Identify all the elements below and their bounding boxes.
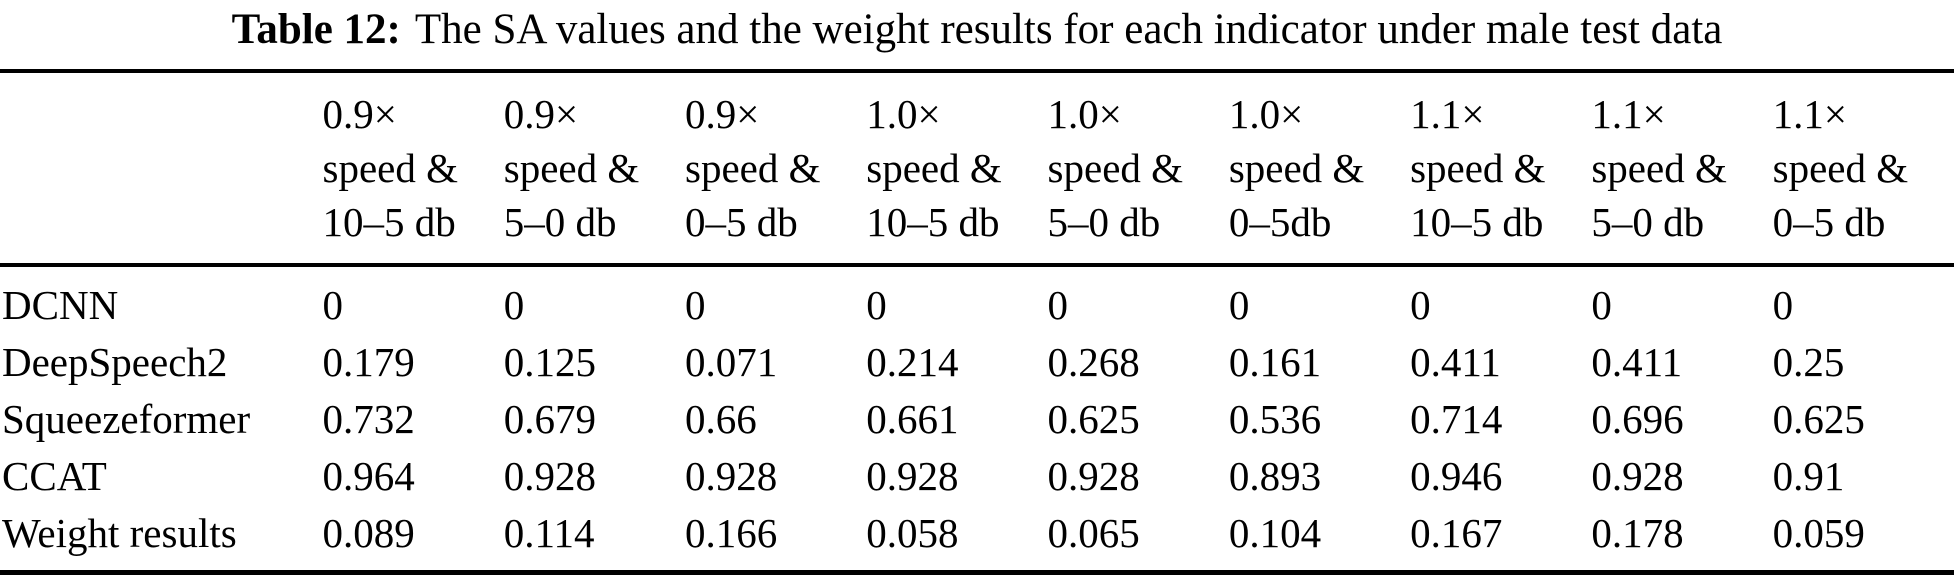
table-cell: 0.893 <box>1228 453 1322 499</box>
table-cell: 0.625 <box>1047 396 1140 442</box>
table-cell: 0.661 <box>866 396 959 442</box>
table-cell: 0.928 <box>866 453 959 499</box>
table-cell: 0.946 <box>1410 453 1503 499</box>
table-cell: 0.696 <box>1591 396 1684 442</box>
column-header: 0.9× speed & 0–5 db <box>685 71 867 267</box>
table-cell: 0.25 <box>1772 339 1845 385</box>
caption-label: Table 12: <box>231 6 401 53</box>
table-cell: 0 <box>866 282 887 328</box>
column-header: 1.0× speed & 0–5db <box>1228 71 1411 267</box>
table-cell: 0.928 <box>685 453 778 499</box>
table-cell: 0.104 <box>1228 510 1322 556</box>
results-table: 0.9× speed & 10–5 db 0.9× speed & 5–0 db… <box>0 69 1954 575</box>
table-cell: 0.179 <box>322 339 415 385</box>
column-header: 1.1× speed & 0–5 db <box>1772 71 1954 267</box>
table-cell: 0.411 <box>1591 339 1683 385</box>
table-row: Weight results 0.089 0.114 0.166 0.058 0… <box>0 505 1954 573</box>
table-cell: 0 <box>1410 282 1431 328</box>
header-row: 0.9× speed & 10–5 db 0.9× speed & 5–0 db… <box>0 71 1954 267</box>
table-cell: 0.065 <box>1047 510 1140 556</box>
table-cell: 0.059 <box>1772 510 1865 556</box>
table-caption: Table 12: The SA values and the weight re… <box>0 4 1954 56</box>
table-cell: 0.91 <box>1772 453 1845 499</box>
table-cell: 0.268 <box>1047 339 1140 385</box>
table-cell: 0.411 <box>1410 339 1501 385</box>
table-cell: 0.166 <box>685 510 778 556</box>
column-header: 0.9× speed & 10–5 db <box>322 71 504 267</box>
table-cell: 0.928 <box>1591 453 1684 499</box>
table-row: Squeezeformer 0.732 0.679 0.66 0.661 0.6… <box>0 391 1954 448</box>
table-cell: 0 <box>322 282 343 328</box>
table-cell: 0.536 <box>1228 396 1322 442</box>
table-cell: 0.125 <box>503 339 596 385</box>
table-cell: 0.625 <box>1772 396 1865 442</box>
table-cell: 0 <box>685 282 706 328</box>
table-cell: 0 <box>1228 282 1250 328</box>
column-header: 1.0× speed & 10–5 db <box>866 71 1048 267</box>
column-header: 1.1× speed & 10–5 db <box>1410 71 1592 267</box>
table-cell: 0.167 <box>1410 510 1503 556</box>
table-cell: 0 <box>503 282 525 328</box>
row-label: DeepSpeech2 <box>2 339 228 385</box>
table-cell: 0.071 <box>685 339 778 385</box>
column-header: 0.9× speed & 5–0 db <box>503 71 686 267</box>
table-cell: 0.714 <box>1410 396 1503 442</box>
row-label: DCNN <box>2 282 119 328</box>
table-row: DCNN 0 0 0 0 0 0 0 0 0 <box>0 265 1954 334</box>
caption-text: The SA values and the weight results for… <box>414 6 1723 53</box>
table-cell: 0.058 <box>866 510 959 556</box>
row-label: CCAT <box>2 453 107 499</box>
table-cell: 0.679 <box>503 396 596 442</box>
table-cell: 0.732 <box>322 396 415 442</box>
table-cell: 0.928 <box>503 453 596 499</box>
column-header: 1.0× speed & 5–0 db <box>1047 71 1229 267</box>
table-row: CCAT 0.964 0.928 0.928 0.928 0.928 0.893… <box>0 448 1954 505</box>
corner-cell <box>0 71 323 267</box>
table-cell: 0.161 <box>1228 339 1322 385</box>
table-cell: 0 <box>1591 282 1612 328</box>
table-cell: 0.928 <box>1047 453 1140 499</box>
table-cell: 0.114 <box>503 510 595 556</box>
paper-table-figure: Table 12: The SA values and the weight re… <box>0 4 1954 583</box>
table-cell: 0.178 <box>1591 510 1684 556</box>
row-label: Weight results <box>2 510 237 556</box>
table-cell: 0.089 <box>322 510 415 556</box>
table-cell: 0.214 <box>866 339 959 385</box>
table-cell: 0.964 <box>322 453 415 499</box>
table-cell: 0 <box>1772 282 1794 328</box>
table-cell: 0.66 <box>685 396 757 442</box>
table-cell: 0 <box>1047 282 1069 328</box>
row-label: Squeezeformer <box>2 396 251 442</box>
column-header: 1.1× speed & 5–0 db <box>1591 71 1773 267</box>
table-row: DeepSpeech2 0.179 0.125 0.071 0.214 0.26… <box>0 334 1954 391</box>
